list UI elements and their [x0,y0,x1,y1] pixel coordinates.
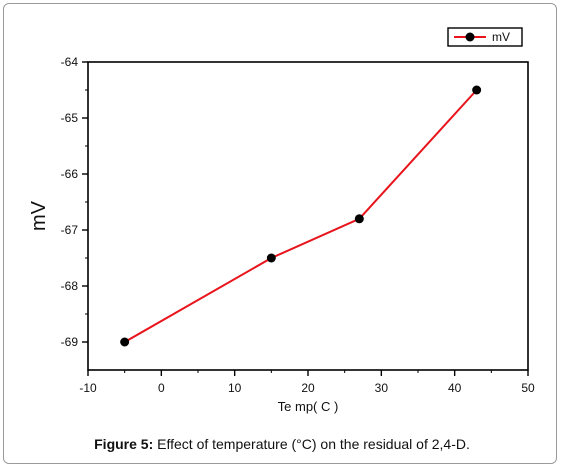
x-tick-label: -10 [79,381,97,395]
figure-frame [3,3,557,464]
figure-caption-text: Effect of temperature (°C) on the residu… [153,436,470,452]
plot-area-frame [87,61,529,371]
y-tick-label: -67 [61,223,79,237]
data-point [266,253,276,263]
x-tick-label: 20 [301,381,315,395]
x-axis-label: Te mp( C ) [278,399,339,414]
y-tick-label: -68 [61,279,79,293]
legend-label: mV [492,30,510,44]
y-tick-label: -66 [61,167,79,181]
x-tick-label: 50 [521,381,535,395]
data-point [120,337,130,347]
y-axis-label: mV [28,200,50,231]
data-point [354,214,364,224]
figure-caption: Figure 5: Effect of temperature (°C) on … [0,436,564,452]
x-tick-label: 40 [448,381,462,395]
y-tick-label: -65 [61,111,79,125]
series-line [124,89,478,343]
legend-marker [465,32,475,42]
x-tick-label: 0 [158,381,165,395]
x-tick-label: 10 [228,381,242,395]
data-point [472,85,482,95]
y-tick-label: -64 [61,55,79,69]
x-tick-label: 30 [375,381,389,395]
figure-label: Figure 5: [94,436,154,452]
y-tick-label: -69 [61,335,79,349]
